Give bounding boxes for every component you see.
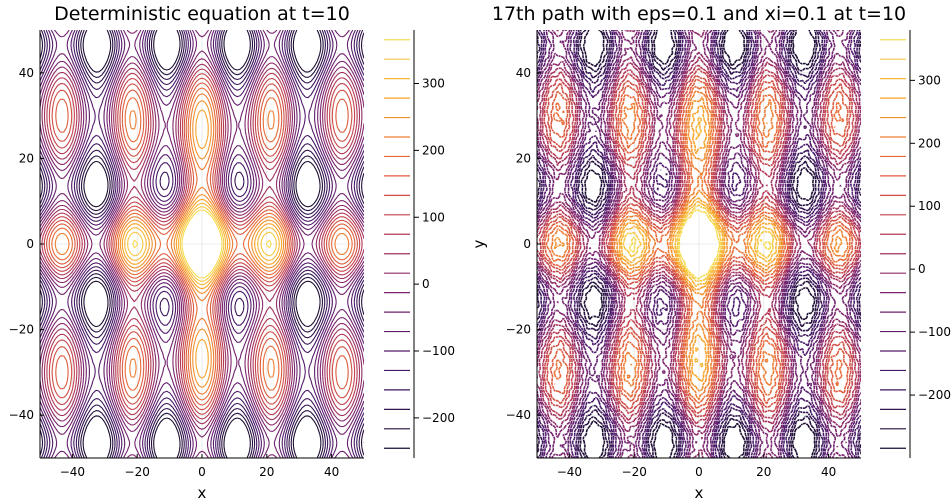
contour-line [46, 77, 358, 411]
x-tick-label: 20 [756, 465, 771, 479]
y-tick-label: −20 [506, 323, 531, 337]
contour-line [127, 206, 277, 282]
contour-line [40, 58, 364, 430]
contour-line [43, 73, 361, 415]
x-tick-label: −40 [60, 465, 85, 479]
colorbar-tick-label: 200 [422, 143, 445, 157]
right-panel: 17th path with eps=0.1 and xi=0.1 at t=1… [470, 3, 951, 498]
contour-line [537, 30, 861, 458]
y-tick-label: −40 [9, 408, 34, 422]
y-tick-label: 0 [26, 237, 34, 251]
right-y-tick-labels: −40 −20 0 20 40 [506, 66, 531, 422]
contour-line [40, 30, 364, 458]
right-colorbar: −200 −100 0 100 200 300 [880, 30, 951, 458]
colorbar-tick-label: −200 [422, 411, 455, 425]
colorbar-tick-label: 0 [918, 262, 926, 276]
x-tick-label: 0 [695, 465, 703, 479]
colorbar-tick-label: −200 [918, 388, 951, 402]
contour-line [41, 68, 363, 420]
contour-line [40, 63, 364, 425]
left-chart-title: Deterministic equation at t=10 [54, 3, 350, 25]
contour-line [124, 202, 280, 286]
y-tick-label: 20 [516, 151, 531, 165]
right-x-axis-label: x [695, 484, 704, 498]
left-y-tick-labels: −40 −20 0 20 40 [9, 66, 34, 422]
contour-line [620, 116, 778, 368]
left-axes [39, 30, 364, 459]
y-tick-label: 40 [19, 66, 34, 80]
contour-line [537, 56, 861, 429]
contour-line [550, 90, 849, 401]
contour-line [537, 30, 861, 458]
right-chart-title: 17th path with eps=0.1 and xi=0.1 at t=1… [492, 3, 906, 25]
contour-line [54, 93, 350, 395]
colorbar-tick-label: 100 [422, 210, 445, 224]
contour-line [543, 78, 854, 409]
colorbar-tick-label: −100 [422, 344, 455, 358]
x-tick-label: −40 [557, 465, 582, 479]
x-tick-label: 40 [821, 465, 836, 479]
x-tick-label: −20 [125, 465, 150, 479]
contour-line [579, 30, 861, 458]
contour-line [132, 209, 272, 279]
colorbar-tick-label: 200 [918, 136, 941, 150]
colorbar-tick-label: −100 [918, 325, 951, 339]
left-contours [40, 30, 364, 458]
contour-line [618, 105, 781, 382]
colorbar-tick-label: 0 [422, 277, 430, 291]
contour-line [622, 204, 774, 283]
y-tick-label: 20 [19, 151, 34, 165]
colorbar-tick-label: 300 [918, 73, 941, 87]
contour-line [545, 85, 851, 404]
right-x-tick-labels: −40 −20 0 20 40 [557, 465, 837, 479]
right-y-axis-label: y [470, 239, 488, 248]
contour-line [582, 30, 816, 458]
x-tick-label: 20 [259, 465, 274, 479]
contour-line [119, 100, 285, 388]
contour-line [121, 109, 283, 379]
x-tick-label: 0 [198, 465, 206, 479]
x-tick-label: −20 [622, 465, 647, 479]
right-axes [536, 30, 861, 459]
contour-line [537, 30, 861, 458]
colorbar-tick-label: 300 [422, 77, 445, 91]
left-colorbar: −200 −100 0 100 200 300 [384, 30, 455, 458]
contour-line [537, 64, 861, 425]
contour-line [48, 82, 356, 406]
contour-line [538, 68, 860, 418]
left-x-tick-labels: −40 −20 0 20 40 [60, 465, 340, 479]
y-tick-label: −40 [506, 408, 531, 422]
y-tick-label: 0 [523, 237, 531, 251]
contour-line [40, 30, 364, 458]
contour-line [541, 74, 857, 414]
contour-line [553, 96, 843, 392]
colorbar-tick-label: 100 [918, 199, 941, 213]
left-panel: Deterministic equation at t=10 −40 −20 0 20… [9, 3, 455, 498]
y-tick-label: −20 [9, 323, 34, 337]
contour-line [40, 30, 364, 458]
contour-line [537, 30, 861, 458]
contour-line [628, 209, 772, 280]
contour-line [51, 87, 353, 401]
contour-line [40, 30, 364, 458]
x-tick-label: 40 [324, 465, 339, 479]
contour-line [537, 30, 861, 458]
contour-line [40, 30, 364, 458]
y-tick-label: 40 [516, 66, 531, 80]
left-x-axis-label: x [198, 484, 207, 498]
